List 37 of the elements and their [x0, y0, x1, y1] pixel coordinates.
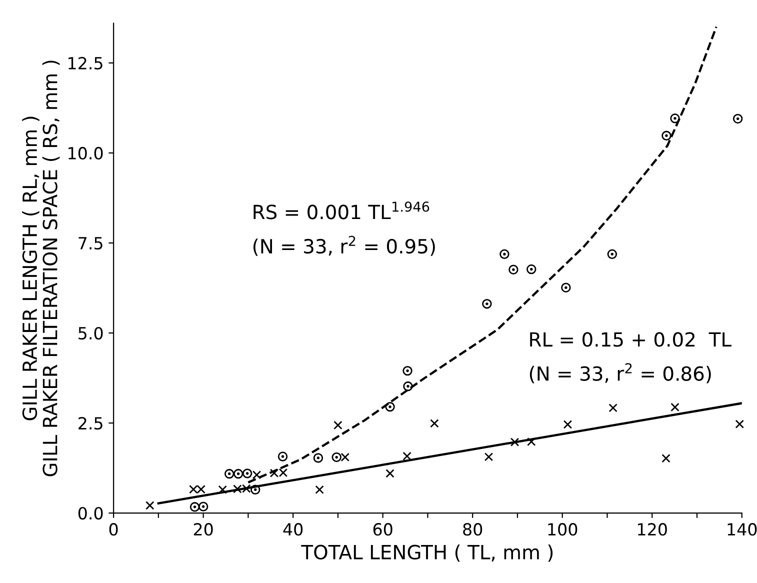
- x-tick-label: 80: [463, 523, 482, 536]
- x-tick-label: 0: [109, 523, 118, 536]
- y-tick-label: 12.5: [68, 56, 102, 70]
- point: [484, 452, 494, 462]
- point: [146, 501, 154, 510]
- annotation: (N = 33, r$^{2}$ = 0.95): [253, 236, 435, 256]
- point: [386, 469, 394, 478]
- annotation: (N = 33, r$^{2}$ = 0.86): [530, 363, 711, 384]
- point: [252, 470, 262, 480]
- point: [608, 404, 618, 412]
- x-tick-label: 20: [194, 523, 213, 536]
- point: [527, 437, 536, 446]
- x-tick-label: 120: [638, 523, 667, 536]
- point: [430, 419, 439, 428]
- point: [218, 485, 227, 494]
- x-axis-title: TOTAL LENGTH ( TL, mm ): [301, 544, 553, 562]
- annotation: RL = 0.15 + 0.02 TL: [530, 332, 732, 347]
- y-tick-label: 0.0: [78, 507, 103, 520]
- y-tick-label: 10.0: [68, 146, 103, 160]
- point: [402, 452, 412, 461]
- point: [340, 452, 350, 462]
- annotation: RS = 0.001 TL$^{1.946}$: [254, 202, 430, 220]
- y-axis-title: GILL RAKER LENGTH ( RL, mm ) GILL RAKER FILTERATION SPACE ( RS, mm ): [22, 60, 60, 476]
- y-tick-label: 2.5: [78, 416, 102, 430]
- point: [735, 420, 744, 428]
- point: [662, 454, 670, 463]
- point: [334, 420, 342, 430]
- x-tick-label: 140: [728, 523, 757, 536]
- x-tick-label: 100: [548, 523, 578, 536]
- point: [563, 420, 572, 429]
- point: [315, 485, 324, 494]
- x-tick-label: 40: [283, 523, 303, 536]
- x-tick-label: 60: [373, 523, 392, 536]
- point: [670, 402, 680, 412]
- y-tick-label: 7.5: [78, 237, 102, 250]
- point: [510, 438, 520, 446]
- y-tick-label: 5.0: [78, 326, 103, 340]
